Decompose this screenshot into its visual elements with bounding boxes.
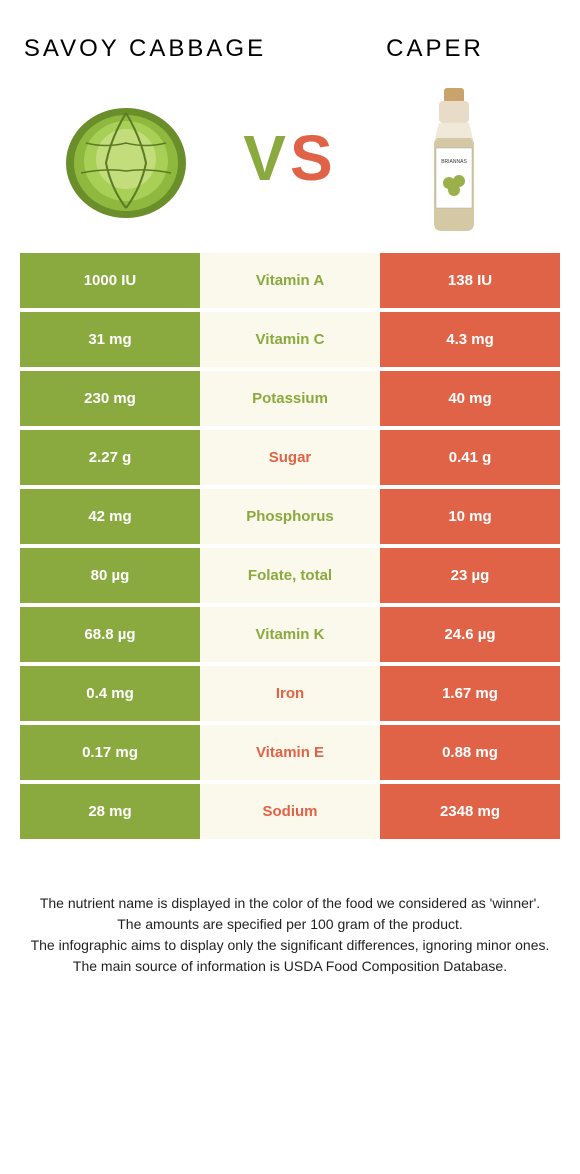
- nutrient-label-cell: Iron: [200, 666, 380, 721]
- right-value-cell: 23 µg: [380, 548, 560, 603]
- footer-line-4: The main source of information is USDA F…: [30, 956, 550, 977]
- left-value-cell: 31 mg: [20, 312, 200, 367]
- nutrient-label-cell: Sodium: [200, 784, 380, 839]
- table-row: 31 mgVitamin C4.3 mg: [20, 312, 560, 367]
- nutrient-label-cell: Phosphorus: [200, 489, 380, 544]
- footer-notes: The nutrient name is displayed in the co…: [0, 843, 580, 1027]
- vs-label: VS: [243, 121, 336, 195]
- table-row: 1000 IUVitamin A138 IU: [20, 253, 560, 308]
- table-row: 42 mgPhosphorus10 mg: [20, 489, 560, 544]
- left-value-cell: 1000 IU: [20, 253, 200, 308]
- nutrient-label-cell: Vitamin K: [200, 607, 380, 662]
- table-row: 230 mgPotassium40 mg: [20, 371, 560, 426]
- right-value-cell: 1.67 mg: [380, 666, 560, 721]
- vs-v: V: [243, 122, 290, 194]
- images-row: VS BRIANNAS: [0, 83, 580, 253]
- footer-line-2: The amounts are specified per 100 gram o…: [30, 914, 550, 935]
- nutrient-label-cell: Sugar: [200, 430, 380, 485]
- right-value-cell: 138 IU: [380, 253, 560, 308]
- left-value-cell: 80 µg: [20, 548, 200, 603]
- left-value-cell: 28 mg: [20, 784, 200, 839]
- right-value-cell: 10 mg: [380, 489, 560, 544]
- left-value-cell: 0.17 mg: [20, 725, 200, 780]
- right-food-image: BRIANNAS: [379, 93, 529, 223]
- right-food-title: Caper: [305, 35, 566, 63]
- footer-line-1: The nutrient name is displayed in the co…: [30, 893, 550, 914]
- nutrient-label-cell: Vitamin A: [200, 253, 380, 308]
- right-value-cell: 0.88 mg: [380, 725, 560, 780]
- left-value-cell: 0.4 mg: [20, 666, 200, 721]
- footer-line-3: The infographic aims to display only the…: [30, 935, 550, 956]
- nutrient-label-cell: Vitamin C: [200, 312, 380, 367]
- table-row: 2.27 gSugar0.41 g: [20, 430, 560, 485]
- nutrient-label-cell: Vitamin E: [200, 725, 380, 780]
- right-value-cell: 24.6 µg: [380, 607, 560, 662]
- nutrient-label-cell: Potassium: [200, 371, 380, 426]
- cabbage-icon: [56, 93, 196, 223]
- vs-s: S: [290, 122, 337, 194]
- right-value-cell: 0.41 g: [380, 430, 560, 485]
- nutrient-label-cell: Folate, total: [200, 548, 380, 603]
- left-value-cell: 68.8 µg: [20, 607, 200, 662]
- nutrition-table: 1000 IUVitamin A138 IU31 mgVitamin C4.3 …: [0, 253, 580, 843]
- left-value-cell: 230 mg: [20, 371, 200, 426]
- left-food-image: [51, 93, 201, 223]
- table-row: 0.4 mgIron1.67 mg: [20, 666, 560, 721]
- table-row: 68.8 µgVitamin K24.6 µg: [20, 607, 560, 662]
- right-value-cell: 4.3 mg: [380, 312, 560, 367]
- table-row: 28 mgSodium2348 mg: [20, 784, 560, 839]
- right-value-cell: 40 mg: [380, 371, 560, 426]
- header-titles-row: Savoy Cabbage Caper: [0, 0, 580, 83]
- bottle-icon: BRIANNAS: [419, 83, 489, 233]
- right-value-cell: 2348 mg: [380, 784, 560, 839]
- left-value-cell: 42 mg: [20, 489, 200, 544]
- left-value-cell: 2.27 g: [20, 430, 200, 485]
- svg-text:BRIANNAS: BRIANNAS: [441, 159, 467, 165]
- left-food-title: Savoy Cabbage: [15, 35, 276, 63]
- table-row: 0.17 mgVitamin E0.88 mg: [20, 725, 560, 780]
- table-row: 80 µgFolate, total23 µg: [20, 548, 560, 603]
